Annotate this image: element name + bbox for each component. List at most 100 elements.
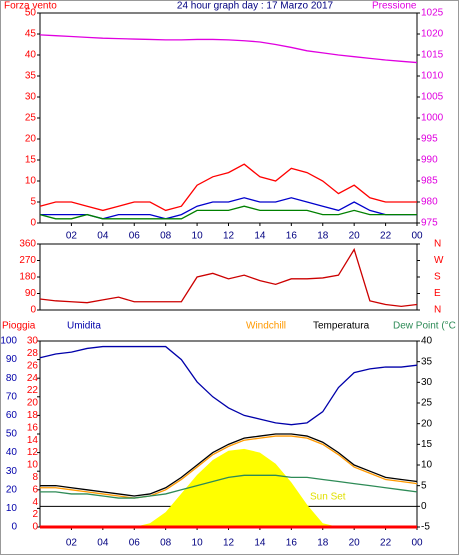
series-line [39, 205, 417, 220]
rain-tick-label: 2 [32, 509, 38, 520]
rain-tick-label: 10 [27, 460, 39, 471]
x-tick-label: 16 [286, 231, 298, 242]
y2-tick-label: 40 [421, 336, 433, 347]
y2-tick-label: W [434, 255, 444, 266]
series-line [39, 34, 418, 64]
wind-axis-title: Forza vento [4, 1, 57, 12]
y2-tick-label: 1000 [421, 113, 444, 124]
rain-tick-label: 0 [32, 522, 38, 533]
rain-tick-label: 16 [27, 422, 39, 433]
rain-tick-label: 8 [32, 472, 38, 483]
y-tick-label: 0 [30, 218, 36, 229]
pressure-axis-title: Pressione [372, 1, 417, 12]
x-tick-label: 00 [411, 231, 423, 242]
series-line [39, 345, 418, 426]
rain-tick-label: 20 [27, 398, 39, 409]
y2-tick-label: -5 [421, 522, 430, 533]
x-tick-label: 18 [317, 231, 329, 242]
x-tick-label: 06 [129, 538, 141, 549]
chart-title: 24 hour graph day : 17 Marzo 2017 [177, 1, 334, 12]
y-tick-label: 0 [30, 305, 36, 316]
y2-tick-label: 0 [421, 501, 427, 512]
y-tick-label: 30 [6, 466, 18, 477]
y-tick-label: 50 [6, 429, 18, 440]
y2-tick-label: 5 [421, 480, 427, 491]
y-tick-label: 50 [25, 8, 37, 19]
rain-tick-label: 22 [27, 385, 39, 396]
y-tick-label: 70 [6, 391, 18, 402]
rain-tick-label: 6 [32, 484, 38, 495]
y2-tick-label: E [434, 288, 441, 299]
y-tick-label: 10 [6, 503, 18, 514]
rain-tick-label: 18 [27, 410, 39, 421]
x-tick-label: 00 [411, 538, 423, 549]
series-line [39, 247, 418, 307]
y-tick-label: 35 [25, 71, 37, 82]
y2-tick-label: 15 [421, 439, 433, 450]
y-tick-label: 40 [25, 50, 37, 61]
y-tick-label: 20 [25, 134, 37, 145]
x-tick-label: 14 [254, 538, 266, 549]
x-tick-label: 18 [317, 538, 329, 549]
y-tick-label: 30 [25, 92, 37, 103]
y-tick-label: 15 [25, 155, 37, 166]
x-tick-label: 10 [192, 231, 204, 242]
y-tick-label: 20 [6, 484, 18, 495]
direction-frame [39, 243, 418, 311]
x-tick-label: 02 [66, 538, 78, 549]
y-tick-label: 180 [19, 272, 36, 283]
y-tick-label: 100 [0, 336, 17, 347]
rain-tick-label: 4 [32, 497, 38, 508]
x-tick-label: 08 [160, 231, 172, 242]
y2-tick-label: 1025 [421, 8, 444, 19]
x-tick-label: 12 [223, 538, 235, 549]
y2-tick-label: 995 [421, 134, 438, 145]
y2-tick-label: 980 [421, 197, 438, 208]
y-tick-label: 60 [6, 410, 18, 421]
rain-tick-label: 12 [27, 447, 39, 458]
legend-entry: Umidita [67, 321, 101, 332]
x-tick-label: 14 [254, 231, 266, 242]
x-tick-label: 22 [380, 231, 392, 242]
x-tick-label: 10 [192, 538, 204, 549]
y2-tick-label: 990 [421, 155, 438, 166]
y-tick-label: 45 [25, 29, 37, 40]
y2-tick-label: 35 [421, 356, 433, 367]
x-tick-label: 08 [160, 538, 172, 549]
legend-entry: Windchill [246, 321, 286, 332]
x-tick-label: 12 [223, 231, 235, 242]
x-tick-label: 20 [349, 231, 361, 242]
rain-tick-label: 26 [27, 360, 39, 371]
x-tick-label: 04 [97, 538, 109, 549]
wind-frame [39, 12, 418, 224]
y-tick-label: 40 [6, 447, 18, 458]
y2-tick-label: 985 [421, 176, 438, 187]
legend-entry: Dew Point (°C [393, 321, 456, 332]
x-tick-label: 04 [97, 231, 109, 242]
rain-tick-label: 14 [27, 435, 39, 446]
y2-tick-label: 1020 [421, 29, 444, 40]
rain-tick-label: 28 [27, 348, 39, 359]
y2-tick-label: N [434, 239, 441, 250]
x-tick-label: 16 [286, 538, 298, 549]
y2-tick-label: N [434, 305, 441, 316]
series-line [40, 435, 418, 499]
y2-tick-label: 10 [421, 460, 433, 471]
y-tick-label: 360 [19, 239, 36, 250]
y2-tick-label: S [434, 272, 441, 283]
y-tick-label: 0 [11, 522, 17, 533]
y-tick-label: 25 [25, 113, 37, 124]
y2-tick-label: 1010 [421, 71, 444, 82]
series-line [40, 433, 418, 497]
y2-tick-label: 975 [421, 218, 438, 229]
x-tick-label: 06 [129, 231, 141, 242]
y-tick-label: 90 [6, 354, 18, 365]
annotation: Sun Set [310, 492, 346, 503]
legend-entry: Temperatura [313, 321, 370, 332]
y-tick-label: 80 [6, 373, 18, 384]
x-tick-label: 02 [66, 231, 78, 242]
y2-tick-label: 20 [421, 418, 433, 429]
series-line [39, 163, 417, 212]
y2-tick-label: 30 [421, 377, 433, 388]
legend-entry: Pioggia [2, 321, 36, 332]
